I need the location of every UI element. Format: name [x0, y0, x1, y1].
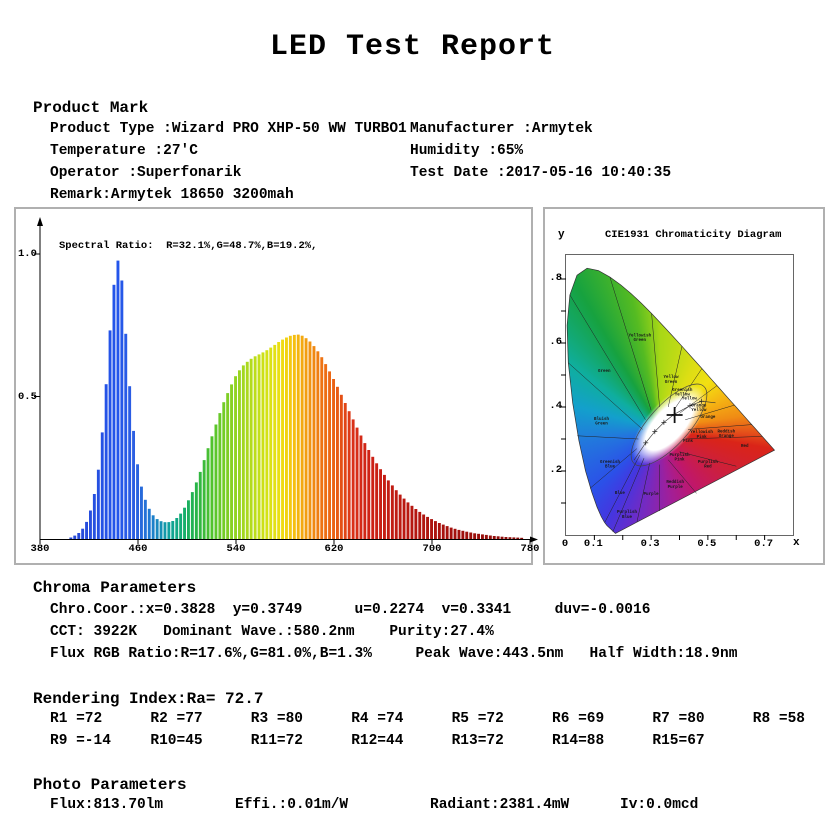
cie-region-label: Purplish Pink [669, 453, 690, 463]
spectrum-panel: Spectral Ratio: R=32.1%,G=48.7%,B=19.2%,… [14, 207, 539, 565]
r-value: R11=72 [250, 733, 304, 749]
r-value: R14=88 [552, 733, 605, 749]
cie-x-tick-label: 0.3 [640, 538, 660, 550]
product-row-4: Remark:Armytek 18650 3200mah [50, 187, 410, 203]
r-value: R12=44 [351, 733, 404, 749]
cie-region-label: Yellow [682, 396, 698, 401]
spectrum-x-tick-label: 780 [520, 543, 540, 555]
cie-x-tick-label: 0 [561, 538, 569, 550]
cct-line: CCT: 3922K Dominant Wave.:580.2nm Purity… [50, 624, 494, 640]
spectrum-x-tick-label: 380 [30, 543, 50, 555]
cie-x-tick-label: 0.5 [697, 538, 717, 550]
rendering-index-heading: Rendering Index:Ra= 72.7 [33, 690, 264, 708]
cie-region-label: Yellowish Pink [690, 430, 713, 440]
cie-region-label: Red [741, 444, 749, 449]
r-value: R1 =72 [50, 711, 103, 727]
cie-diagram-title: CIE1931 Chromaticity Diagram [605, 229, 782, 241]
r-value: R6 =69 [552, 711, 605, 727]
cie-region-label: Greenish Yellow [672, 388, 693, 398]
photo-value: Flux:813.70lm [50, 797, 164, 813]
flux-ratio-line: Flux RGB Ratio:R=17.6%,G=81.0%,B=1.3% Pe… [50, 646, 738, 662]
cie-region-label: Orange Yellow [691, 404, 707, 413]
chromaticity-marker-cross [666, 407, 683, 424]
cie-region-label: Purple [644, 492, 660, 497]
operator-field: Operator :Superfonarik [50, 165, 242, 181]
temperature-field: Temperature :27'C [50, 143, 198, 159]
r-value: R15=67 [652, 733, 705, 749]
spectrum-y-tick-label: 0.5 [18, 390, 37, 403]
cie-region-label: Pink [683, 439, 694, 444]
test-date-field: Test Date :2017-05-16 10:40:35 [410, 165, 672, 181]
cie-region-label: Green [598, 370, 611, 374]
cie-y-axis-label: y [558, 229, 565, 241]
cie-region-label: Purplish Blue [617, 510, 638, 520]
photo-parameters-heading: Photo Parameters [33, 776, 187, 794]
cie-region-label: Reddish Purple [666, 480, 684, 490]
spectrum-x-tick-label: 540 [226, 543, 246, 555]
cie-region-label: Orange [700, 416, 716, 420]
spectral-ratio-annotation: Spectral Ratio: R=32.1%,G=48.7%,B=19.2%, [59, 240, 318, 252]
spectrum-chart [34, 217, 538, 544]
cie-y-tick-label: .4 [549, 400, 562, 412]
photo-value: Effi.:0.01m/W [235, 797, 349, 813]
cie-region-label: Yellowish Green [628, 334, 651, 344]
cie-region-label: Blue [615, 491, 626, 496]
spectrum-x-tick-label: 700 [422, 543, 442, 555]
r-value: R2 =77 [150, 711, 203, 727]
chroma-coordinates-line: Chro.Coor.:x=0.3828 y=0.3749 u=0.2274 v=… [50, 602, 651, 618]
cie-x-tick-label: 0.7 [754, 538, 774, 550]
cie-region-label: Yellow Green [663, 375, 679, 385]
photo-value: Iv:0.0mcd [620, 797, 699, 813]
spectrum-x-tick-label: 620 [324, 543, 344, 555]
r-value: R4 =74 [351, 711, 404, 727]
cie-region-label: Greenish Blue [600, 460, 621, 470]
product-type-field: Product Type :Wizard PRO XHP-50 WW TURBO… [50, 121, 407, 137]
page-title: LED Test Report [269, 30, 556, 64]
r-value: R13=72 [451, 733, 504, 749]
r-value: R7 =80 [652, 711, 705, 727]
chroma-heading: Chroma Parameters [33, 579, 197, 597]
cie-region-label: Purplish Red [698, 460, 719, 470]
manufacturer-field: Manufacturer :Armytek [410, 121, 593, 137]
cie-x-tick-label: 0.1 [583, 538, 603, 550]
cie-plot-area: Yellowish Green Green Yellow Green Greenish Ye… [561, 254, 794, 540]
product-heading: Product Mark [33, 99, 149, 117]
remark-field: Remark:Armytek 18650 3200mah [50, 187, 294, 203]
product-row-3: Operator :Superfonarik Test Date :2017-0… [50, 165, 671, 181]
cie-x-axis-label: x [793, 537, 800, 549]
cie-y-tick-label: .2 [549, 464, 562, 476]
cie-region-label: Reddish Orange [718, 430, 736, 440]
r-value: R3 =80 [250, 711, 304, 727]
cie-overlay-chart: Yellowish Green Green Yellow Green Greenish Ye… [561, 267, 776, 540]
cie-region-label: Bluish Green [594, 417, 610, 427]
photo-value: Radiant:2381.4mW [430, 797, 570, 813]
humidity-field: Humidity :65% [410, 143, 524, 159]
spectrum-x-tick-label: 460 [128, 543, 148, 555]
r-value: R8 =58 [752, 711, 806, 727]
r-value: R9 =-14 [50, 733, 111, 749]
product-row-2: Temperature :27'C Humidity :65% [50, 143, 523, 159]
r-value: R10=45 [150, 733, 203, 749]
cie-y-tick-label: .8 [549, 272, 562, 284]
cie-panel: y CIE1931 Chromaticity Diagram Yellowish… [543, 207, 825, 565]
spectrum-y-tick-label: 1.0 [18, 248, 37, 260]
r-value: R5 =72 [451, 711, 504, 727]
product-row-1: Product Type :Wizard PRO XHP-50 WW TURBO… [50, 121, 593, 137]
cie-y-tick-label: .6 [549, 336, 562, 348]
